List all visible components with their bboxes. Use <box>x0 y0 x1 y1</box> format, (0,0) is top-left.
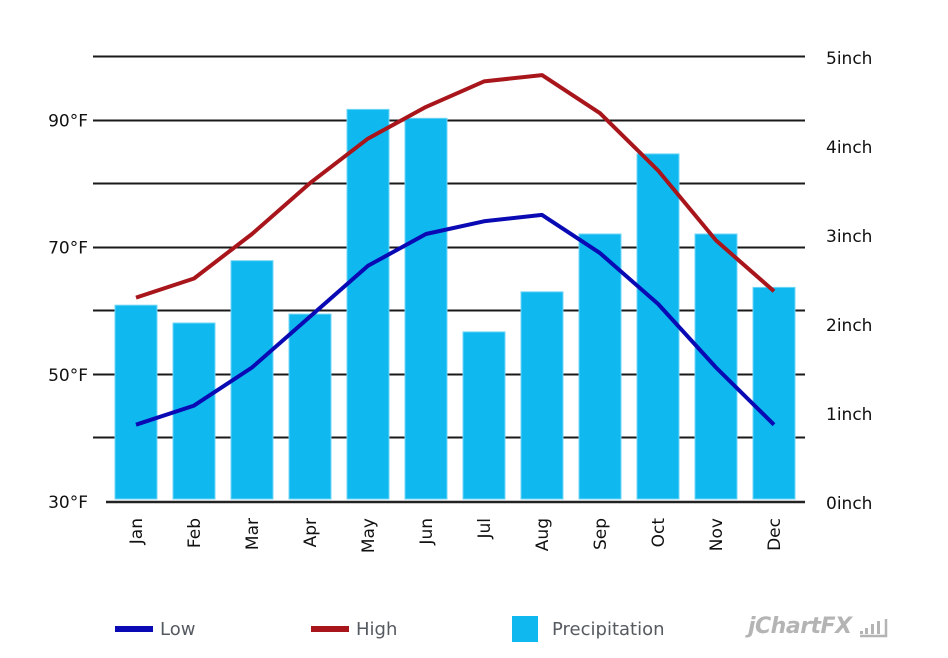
legend-item-precipitation[interactable]: Precipitation <box>512 612 665 646</box>
right-axis-label: 5inch <box>826 49 872 69</box>
bar-chart-icon <box>859 618 887 637</box>
right-axis-label: 1inch <box>826 405 872 425</box>
x-axis-labels: Jan Feb Mar Apr May Jun Jul Aug Sep Oct Nov Dec <box>127 518 785 553</box>
precipitation-bar <box>346 108 390 500</box>
legend-swatch-precipitation <box>512 616 538 642</box>
legend-label-high: High <box>356 618 398 640</box>
precipitation-bar <box>230 260 274 500</box>
line-low <box>135 212 776 427</box>
left-axis-label: 70°F <box>48 239 88 259</box>
x-axis-label: May <box>359 518 379 553</box>
precipitation-bar <box>752 286 796 500</box>
x-axis-label: Sep <box>591 518 611 550</box>
x-axis-label: Dec <box>765 518 785 551</box>
jchartfx-logo: jChartFX <box>748 614 888 639</box>
precipitation-bar <box>636 153 680 500</box>
right-axis-label: 4inch <box>826 138 872 158</box>
legend-swatch-high <box>311 626 349 632</box>
precipitation-bar <box>520 291 564 500</box>
legend-item-high[interactable]: High <box>311 612 397 646</box>
legend-item-low[interactable]: Low <box>115 612 195 646</box>
logo-text: jChartFX <box>748 614 852 639</box>
x-axis-label: Nov <box>707 518 727 551</box>
x-axis-label: Jul <box>475 518 495 540</box>
legend-label-precipitation: Precipitation <box>552 618 665 640</box>
right-axis-label: 3inch <box>826 227 872 247</box>
weather-chart: 30°F 50°F 70°F 90°F 0inch 1inch 2inch 3inch 4in… <box>48 49 872 553</box>
precipitation-bars <box>114 108 796 500</box>
x-axis-label: Mar <box>243 518 263 550</box>
legend-label-low: Low <box>160 618 196 640</box>
right-axis-labels: 0inch 1inch 2inch 3inch 4inch 5inch <box>826 49 872 514</box>
left-axis-label: 90°F <box>48 112 88 132</box>
legend-swatch-low <box>115 626 153 632</box>
precipitation-bar <box>404 117 448 500</box>
precipitation-bar <box>114 304 158 500</box>
x-axis-label: Jun <box>417 518 437 546</box>
precipitation-bar <box>288 313 332 500</box>
x-axis-label: Oct <box>649 518 669 548</box>
left-axis-labels: 30°F 50°F 70°F 90°F <box>48 112 88 513</box>
left-axis-label: 50°F <box>48 366 88 386</box>
x-axis-label: Jan <box>127 518 147 545</box>
left-axis-label: 30°F <box>48 493 88 513</box>
legend: Low High Precipitation <box>0 612 948 646</box>
x-axis-label: Apr <box>301 518 321 547</box>
x-axis-label: Aug <box>533 518 553 551</box>
precipitation-bar <box>578 233 622 500</box>
line-high <box>135 73 776 300</box>
x-axis-label: Feb <box>185 518 205 548</box>
right-axis-label: 2inch <box>826 316 872 336</box>
right-axis-label: 0inch <box>826 494 872 514</box>
temperature-lines <box>135 73 776 427</box>
precipitation-bar <box>462 331 506 500</box>
